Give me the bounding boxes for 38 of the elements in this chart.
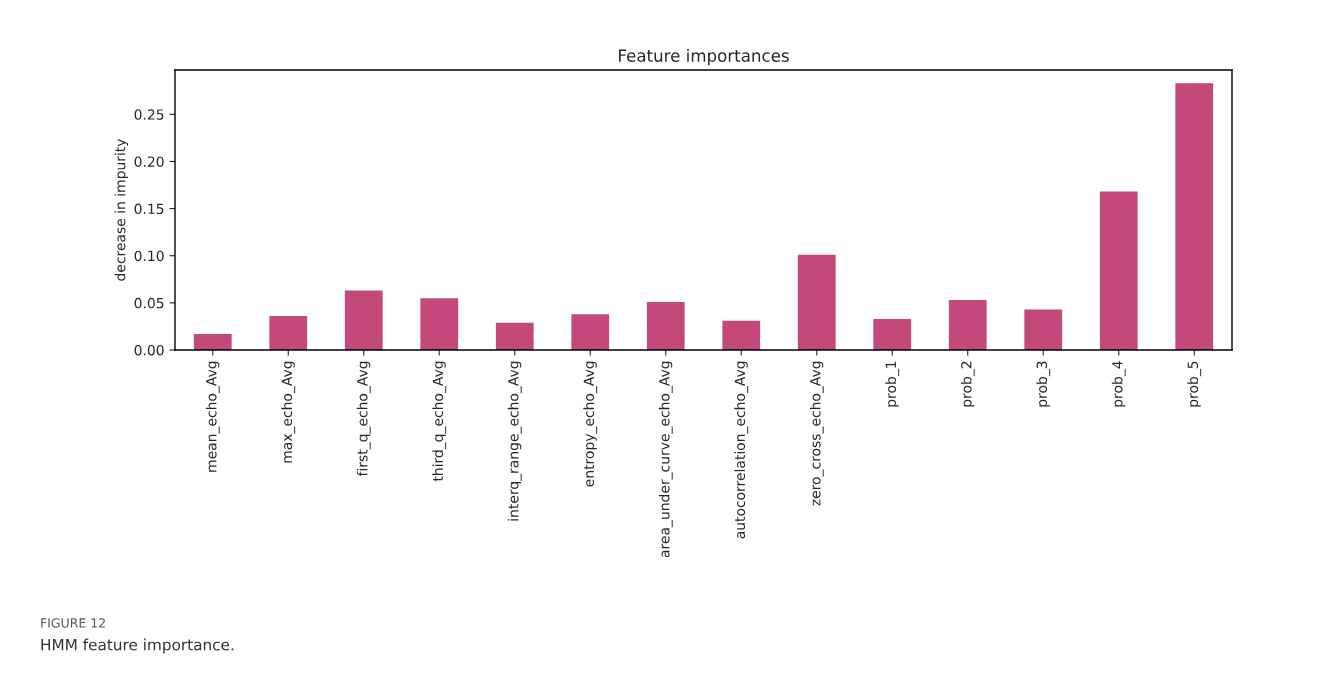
y-axis-title: decrease in impurity bbox=[114, 138, 129, 281]
bar bbox=[646, 301, 685, 350]
bar bbox=[948, 300, 987, 350]
y-tick-label: 0.05 bbox=[134, 297, 164, 309]
bar bbox=[873, 318, 912, 350]
chart-title: Feature importances bbox=[619, 49, 789, 66]
bar bbox=[571, 314, 610, 350]
x-tick-label: prob_2 bbox=[960, 361, 975, 407]
x-tick-label: prob_4 bbox=[1111, 361, 1126, 407]
y-tick-label: 0.10 bbox=[134, 250, 164, 262]
text: HMM feature importance. bbox=[41, 638, 234, 654]
bar bbox=[344, 290, 383, 350]
bar bbox=[1024, 309, 1063, 350]
x-tick-label: entropy_echo_Avg bbox=[583, 361, 598, 487]
bar bbox=[722, 320, 761, 350]
caption: FIGURE 12 bbox=[41, 618, 105, 628]
x-tick-label: third_q_echo_Avg bbox=[432, 361, 447, 482]
y-tick-label: 0.15 bbox=[134, 203, 164, 215]
y-tick-label: 0.25 bbox=[134, 109, 164, 120]
x-tick-label: autocorrelation_echo_Avg bbox=[734, 361, 749, 539]
y-tick-label: 0.20 bbox=[134, 156, 164, 167]
x-tick-label: first_q_echo_Avg bbox=[356, 361, 371, 477]
x-tick-label: interq_range_echo_Avg bbox=[507, 361, 522, 521]
x-tick-label: max_echo_Avg bbox=[281, 361, 296, 463]
x-tick-label: prob_1 bbox=[885, 361, 900, 407]
bar bbox=[269, 316, 308, 350]
bar bbox=[1175, 83, 1214, 350]
bar bbox=[1099, 191, 1138, 350]
x-tick-label: prob_3 bbox=[1036, 361, 1051, 407]
x-tick-label: mean_echo_Avg bbox=[205, 361, 220, 472]
bar bbox=[495, 322, 534, 350]
x-tick-label: area_under_curve_echo_Avg bbox=[658, 361, 673, 558]
bar bbox=[420, 298, 459, 350]
x-tick-label: prob_5 bbox=[1187, 361, 1202, 407]
x-tick-label: zero_cross_echo_Avg bbox=[809, 361, 824, 506]
bar bbox=[797, 254, 836, 350]
bar bbox=[193, 333, 232, 350]
y-tick-label: 0.00 bbox=[134, 344, 164, 356]
